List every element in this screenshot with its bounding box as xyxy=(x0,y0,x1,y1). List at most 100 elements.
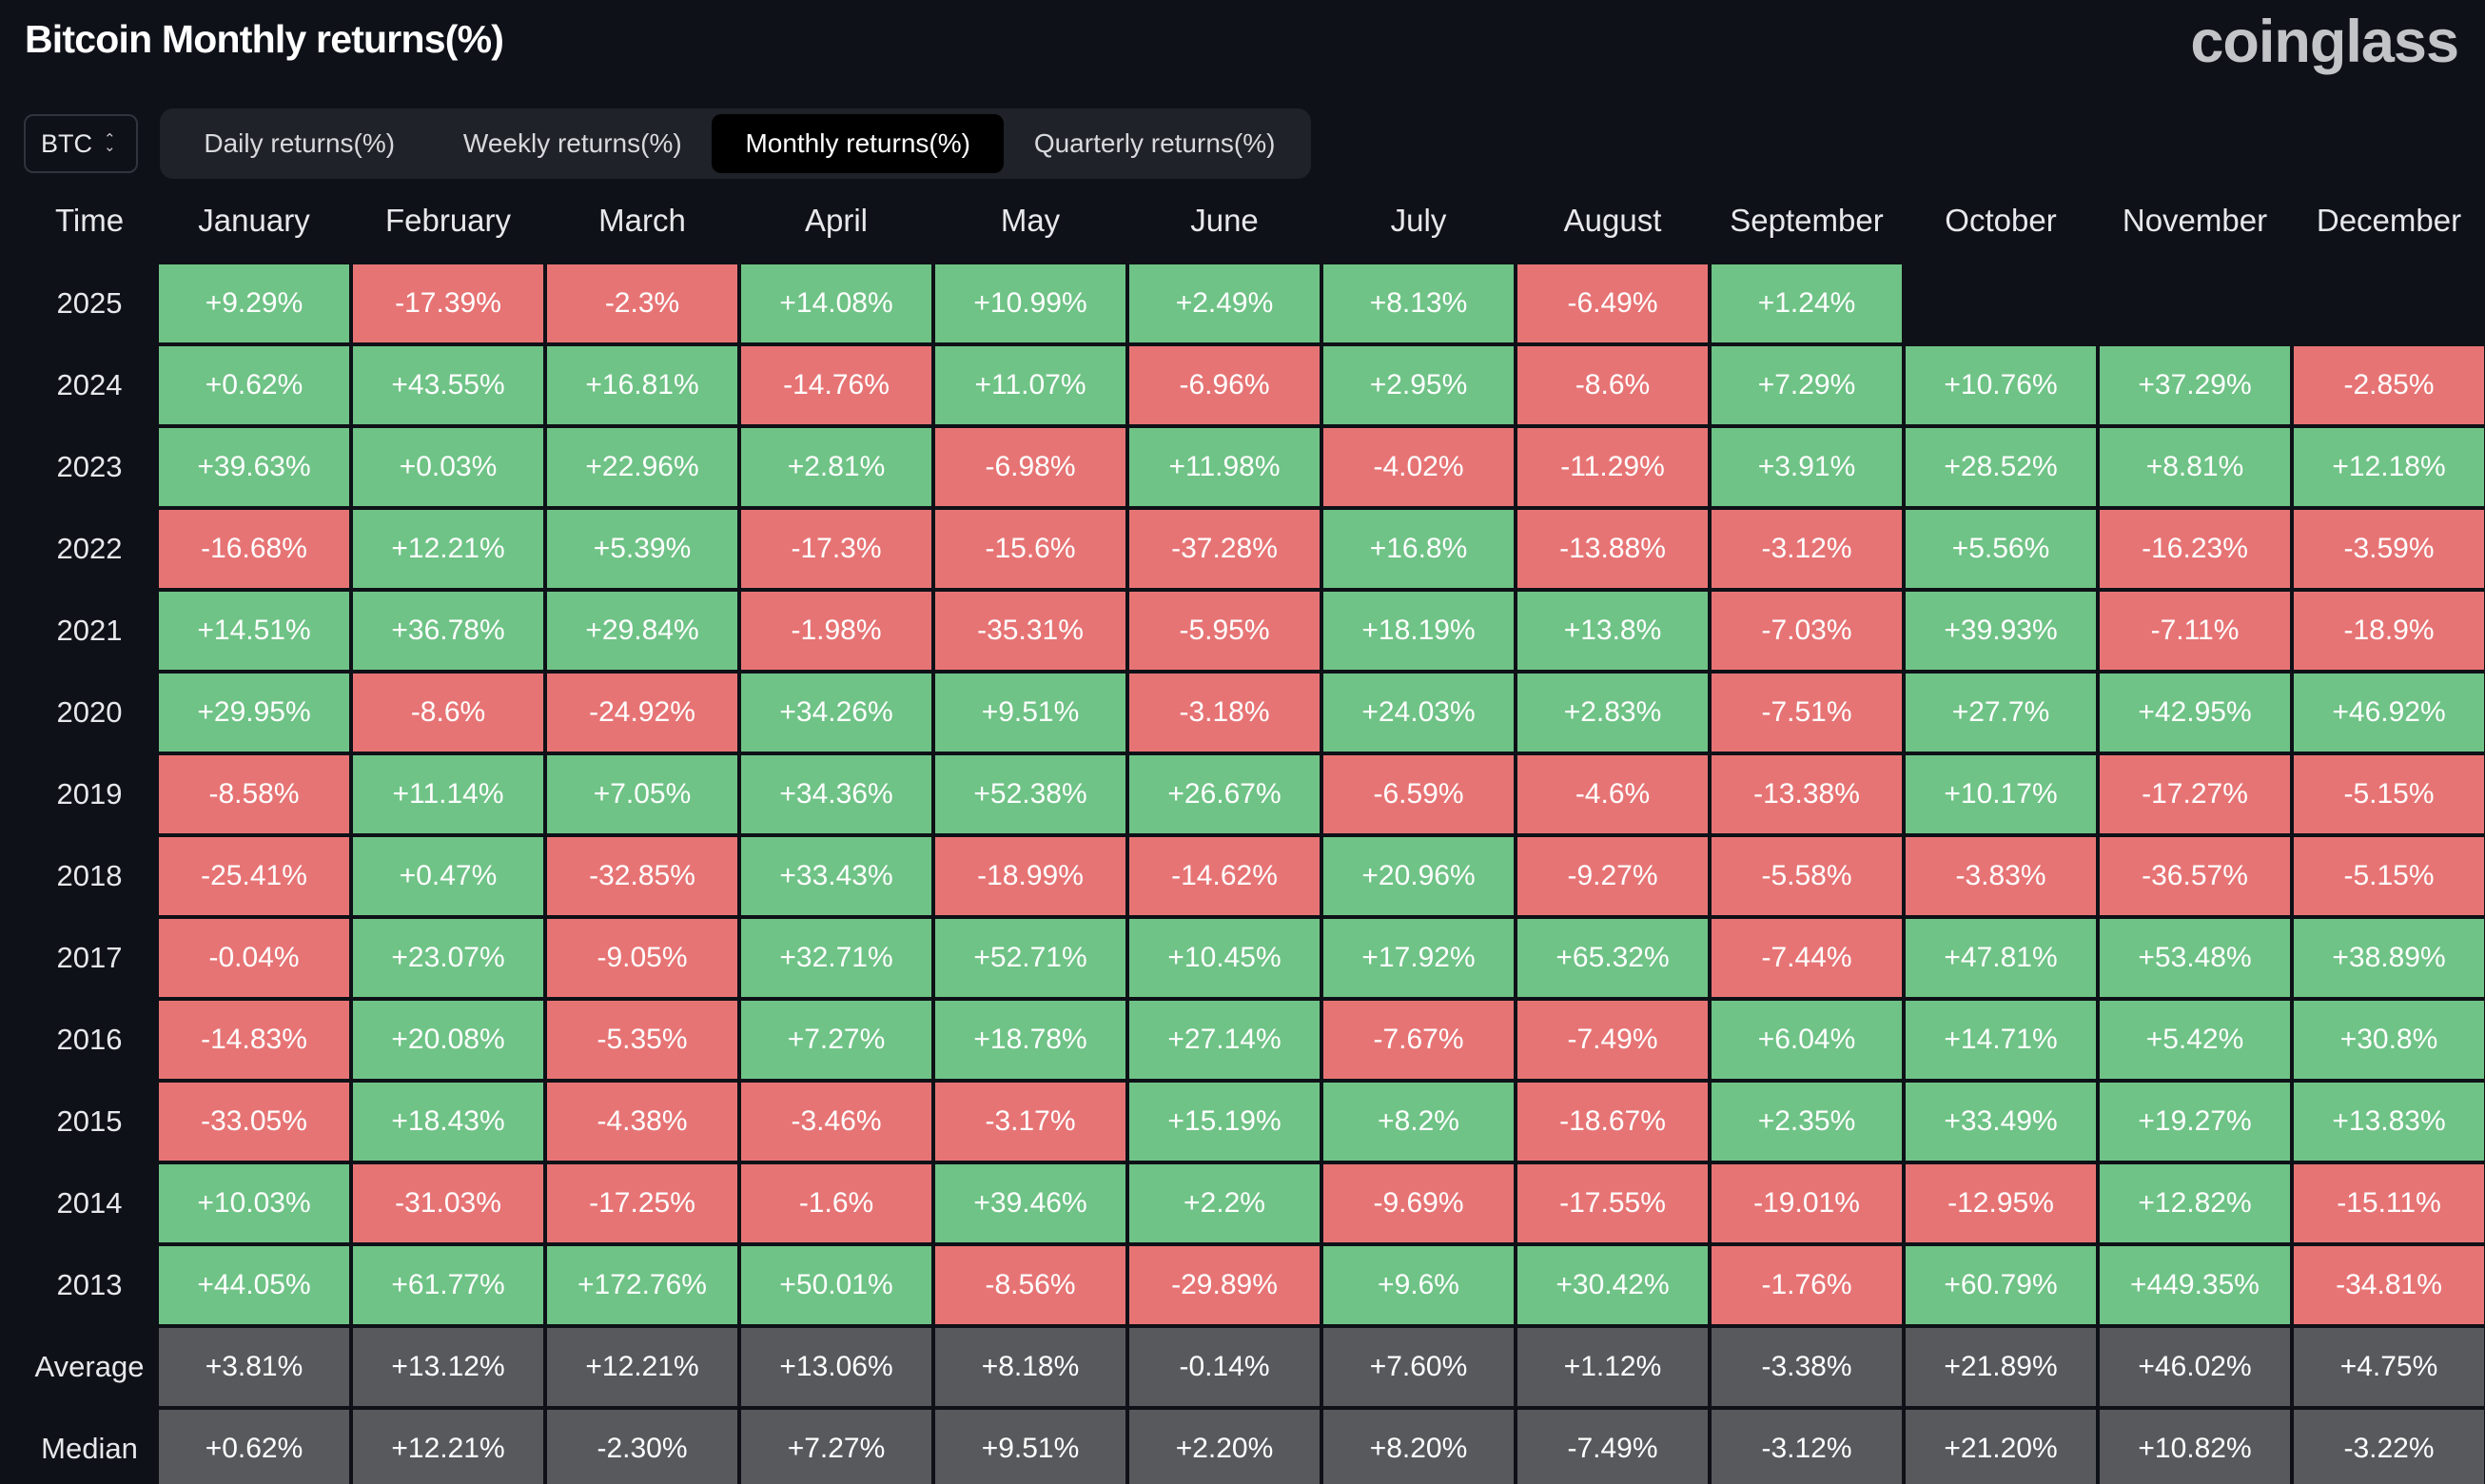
return-cell: -6.98% xyxy=(935,428,1125,506)
return-cell: -3.22% xyxy=(2294,1410,2484,1484)
return-cell: +12.21% xyxy=(353,510,543,588)
return-cell: -31.03% xyxy=(353,1164,543,1242)
return-cell: +15.19% xyxy=(1129,1083,1320,1161)
return-cell: +37.29% xyxy=(2100,346,2290,424)
row-label-2023: 2023 xyxy=(56,450,123,483)
return-cell: +2.81% xyxy=(741,428,931,506)
return-cell: +38.89% xyxy=(2294,919,2484,997)
return-cell: +2.20% xyxy=(1129,1410,1320,1484)
return-cell: +43.55% xyxy=(353,346,543,424)
return-cell: +10.82% xyxy=(2100,1410,2290,1484)
return-cell: -8.56% xyxy=(935,1246,1125,1324)
return-cell: +8.20% xyxy=(1323,1410,1514,1484)
return-cell: +53.48% xyxy=(2100,919,2290,997)
return-cell: +14.71% xyxy=(1906,1001,2096,1079)
return-cell: -3.18% xyxy=(1129,674,1320,752)
return-cell: -7.44% xyxy=(1712,919,1902,997)
return-cell: +9.51% xyxy=(935,674,1125,752)
return-cell: +5.39% xyxy=(547,510,737,588)
return-cell: -15.11% xyxy=(2294,1164,2484,1242)
return-cell: +8.81% xyxy=(2100,428,2290,506)
return-cell: +12.18% xyxy=(2294,428,2484,506)
return-cell: +34.26% xyxy=(741,674,931,752)
tab-monthly-returns[interactable]: Monthly returns(%) xyxy=(712,114,1005,173)
return-cell: -5.95% xyxy=(1129,592,1320,670)
row-label-2024: 2024 xyxy=(56,368,123,401)
return-cell: -8.6% xyxy=(1517,346,1708,424)
return-cell: -2.3% xyxy=(547,264,737,342)
return-cell: +6.04% xyxy=(1712,1001,1902,1079)
return-cell: -34.81% xyxy=(2294,1246,2484,1324)
return-cell: +8.18% xyxy=(935,1328,1125,1406)
tab-weekly-returns[interactable]: Weekly returns(%) xyxy=(462,128,682,158)
return-cell: +7.60% xyxy=(1323,1328,1514,1406)
return-cell: -7.11% xyxy=(2100,592,2290,670)
return-cell: +10.45% xyxy=(1129,919,1320,997)
return-cell: -11.29% xyxy=(1517,428,1708,506)
return-cell: +52.71% xyxy=(935,919,1125,997)
return-cell: +9.51% xyxy=(935,1410,1125,1484)
return-cell: +39.93% xyxy=(1906,592,2096,670)
return-cell: -1.98% xyxy=(741,592,931,670)
return-cell: +28.52% xyxy=(1906,428,2096,506)
return-cell: -5.35% xyxy=(547,1001,737,1079)
row-label-2013: 2013 xyxy=(56,1268,123,1301)
return-cell: +20.08% xyxy=(353,1001,543,1079)
return-cell: -33.05% xyxy=(159,1083,349,1161)
return-cell: +30.42% xyxy=(1517,1246,1708,1324)
row-label-2022: 2022 xyxy=(56,532,123,565)
return-cell: +7.05% xyxy=(547,755,737,833)
return-cell: +5.42% xyxy=(2100,1001,2290,1079)
row-label-2025: 2025 xyxy=(56,286,123,320)
return-cell: +61.77% xyxy=(353,1246,543,1324)
column-header-january: January xyxy=(198,203,310,238)
return-cell: +2.2% xyxy=(1129,1164,1320,1242)
return-cell: +449.35% xyxy=(2100,1246,2290,1324)
return-cell: +47.81% xyxy=(1906,919,2096,997)
return-cell: -17.55% xyxy=(1517,1164,1708,1242)
return-cell: -6.96% xyxy=(1129,346,1320,424)
return-cell: +26.67% xyxy=(1129,755,1320,833)
return-cell: -36.57% xyxy=(2100,837,2290,915)
return-cell: +30.8% xyxy=(2294,1001,2484,1079)
return-cell: +3.91% xyxy=(1712,428,1902,506)
row-label-2020: 2020 xyxy=(56,695,123,729)
return-cell: -3.12% xyxy=(1712,1410,1902,1484)
return-cell: -14.83% xyxy=(159,1001,349,1079)
return-cell: +13.83% xyxy=(2294,1083,2484,1161)
return-cell: +12.21% xyxy=(547,1328,737,1406)
return-cell: +27.7% xyxy=(1906,674,2096,752)
brand-logo: coinglass xyxy=(2190,9,2459,75)
coin-select-value: BTC xyxy=(41,128,92,158)
row-label-2014: 2014 xyxy=(56,1186,123,1220)
return-cell: -3.12% xyxy=(1712,510,1902,588)
return-cell: -6.49% xyxy=(1517,264,1708,342)
return-cell: +23.07% xyxy=(353,919,543,997)
return-cell: +16.81% xyxy=(547,346,737,424)
return-cell: +50.01% xyxy=(741,1246,931,1324)
return-cell: +0.62% xyxy=(159,1410,349,1484)
row-label-2017: 2017 xyxy=(56,941,123,974)
return-cell: +27.14% xyxy=(1129,1001,1320,1079)
coin-select[interactable]: BTC ⌃ ⌄ xyxy=(24,114,138,173)
tab-quarterly-returns[interactable]: Quarterly returns(%) xyxy=(1033,128,1276,158)
return-cell: +10.03% xyxy=(159,1164,349,1242)
return-cell: -16.68% xyxy=(159,510,349,588)
return-cell: -18.67% xyxy=(1517,1083,1708,1161)
tab-daily-returns[interactable]: Daily returns(%) xyxy=(204,128,396,158)
return-cell: -5.15% xyxy=(2294,837,2484,915)
return-cell: -7.49% xyxy=(1517,1001,1708,1079)
return-cell: +21.89% xyxy=(1906,1328,2096,1406)
return-cell: +17.92% xyxy=(1323,919,1514,997)
return-cell: +8.2% xyxy=(1323,1083,1514,1161)
return-cell: +34.36% xyxy=(741,755,931,833)
return-cell: -7.49% xyxy=(1517,1410,1708,1484)
return-cell: +2.83% xyxy=(1517,674,1708,752)
return-cell: +39.46% xyxy=(935,1164,1125,1242)
return-cell: -4.6% xyxy=(1517,755,1708,833)
return-cell: +24.03% xyxy=(1323,674,1514,752)
return-cell: +7.27% xyxy=(741,1410,931,1484)
return-cell: -13.38% xyxy=(1712,755,1902,833)
